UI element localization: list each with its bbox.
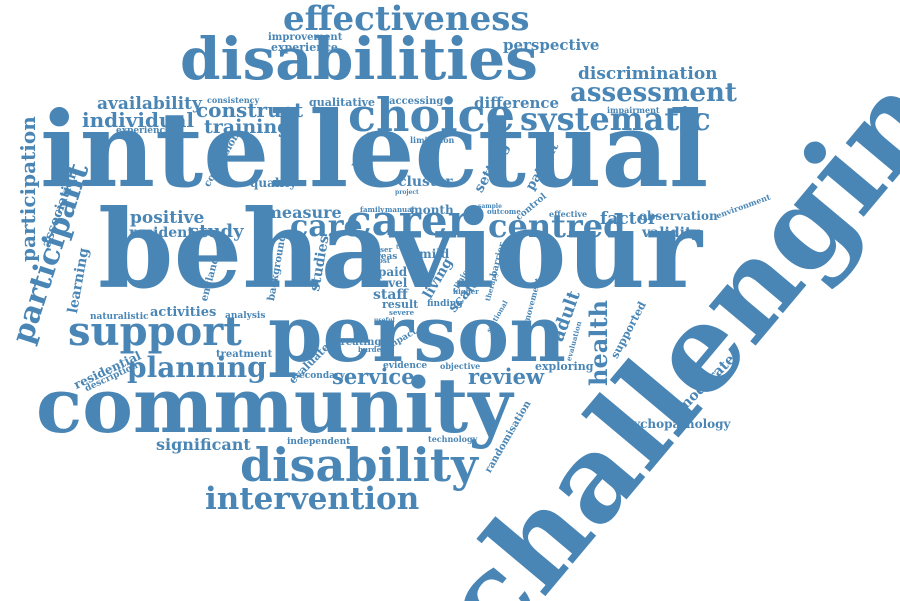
word-finding: finding bbox=[427, 299, 463, 309]
word-participation: participation bbox=[16, 116, 40, 262]
word-burden: burden bbox=[358, 345, 387, 354]
word-behaviour: behaviour bbox=[98, 187, 702, 313]
word-reas: reas bbox=[376, 252, 398, 262]
word-independent: independent bbox=[287, 437, 351, 447]
word-family: family bbox=[360, 205, 385, 214]
word-intervention: intervention bbox=[205, 481, 420, 517]
word-disabilities: disabilities bbox=[180, 25, 538, 93]
word-review: review bbox=[468, 364, 545, 389]
word-useful: useful bbox=[374, 317, 395, 324]
word-psychopathology: psychopathology bbox=[618, 417, 731, 431]
word-secondary: secondary bbox=[294, 371, 345, 381]
word-experience: experience bbox=[271, 41, 338, 54]
word-positive: positive bbox=[130, 208, 205, 228]
word-choice: choice bbox=[348, 88, 515, 142]
word-systematic: systematic bbox=[520, 100, 711, 138]
word-validity: validity bbox=[642, 225, 700, 241]
word-severe: severe bbox=[389, 308, 415, 317]
word-assessment: assessment bbox=[570, 78, 737, 108]
word-construct: construct bbox=[196, 98, 304, 122]
word-observation: observation bbox=[639, 209, 718, 223]
word-effective: effective bbox=[549, 209, 588, 219]
word-outcome: outcome bbox=[487, 207, 521, 216]
word-treating: treating bbox=[336, 337, 382, 348]
word-difference: difference bbox=[474, 94, 560, 112]
word-higher: higher bbox=[453, 287, 479, 296]
word-accessing: accessing bbox=[389, 96, 444, 107]
word-individual: individual bbox=[82, 108, 195, 132]
word-month: month bbox=[410, 203, 454, 217]
word-impairment: impairment bbox=[607, 105, 660, 115]
word-manual: manual bbox=[385, 205, 415, 214]
word-health: health bbox=[584, 300, 613, 386]
word-team: team bbox=[396, 244, 413, 251]
word-limitation: limitation bbox=[410, 135, 455, 145]
word-effectiveness: effectiveness bbox=[283, 0, 530, 39]
word-disability: disability bbox=[240, 438, 478, 492]
word-consistency: consistency bbox=[207, 95, 260, 105]
word-paid: paid bbox=[378, 265, 408, 279]
word-level: level bbox=[376, 276, 408, 290]
word-factor: factor bbox=[600, 209, 657, 229]
word-technology: technology bbox=[428, 434, 478, 444]
word-study: study bbox=[189, 221, 244, 242]
word-support: support bbox=[68, 308, 242, 355]
word-significant: significant bbox=[156, 435, 251, 454]
word-user: user bbox=[375, 245, 393, 254]
word-qualitative: qualitative bbox=[309, 96, 376, 109]
word-community: community bbox=[36, 361, 513, 450]
word-experienced: experienced bbox=[116, 126, 178, 136]
word-discrimination: discrimination bbox=[578, 64, 718, 84]
word-mild: mild bbox=[419, 247, 450, 261]
word-naturalistic: naturalistic bbox=[90, 312, 149, 322]
word-cost: cost bbox=[374, 256, 391, 265]
word-learning: learning bbox=[65, 246, 93, 315]
word-activities: activities bbox=[150, 305, 217, 320]
word-person: person bbox=[268, 289, 566, 380]
word-planning: planning bbox=[127, 351, 267, 384]
word-objective: objective bbox=[440, 361, 481, 371]
word-staff: staff bbox=[373, 287, 408, 303]
word-result: result bbox=[382, 298, 419, 311]
word-cluster: cluster bbox=[398, 174, 453, 190]
word-intellectual: intellectual bbox=[40, 88, 709, 211]
word-service: service bbox=[332, 364, 415, 389]
word-training: training bbox=[204, 116, 291, 138]
word-measure: measure bbox=[265, 203, 342, 222]
word-improvement: improvement bbox=[268, 32, 343, 43]
word-quality: quality bbox=[250, 176, 297, 190]
word-perspective: perspective bbox=[503, 36, 600, 54]
word-analysis: analysis bbox=[225, 311, 266, 321]
word-treatment: treatment bbox=[216, 349, 273, 360]
word-carer: carer bbox=[346, 196, 470, 245]
word-centred: centred bbox=[488, 207, 626, 245]
word-project: project bbox=[395, 189, 419, 196]
word-sample: sample bbox=[478, 203, 502, 210]
word-exploring: exploring bbox=[535, 360, 594, 373]
word-evidence: evidence bbox=[383, 361, 428, 371]
word-availability: availability bbox=[97, 94, 202, 114]
word-resident: resident bbox=[129, 225, 194, 241]
word-care: care bbox=[290, 209, 363, 244]
